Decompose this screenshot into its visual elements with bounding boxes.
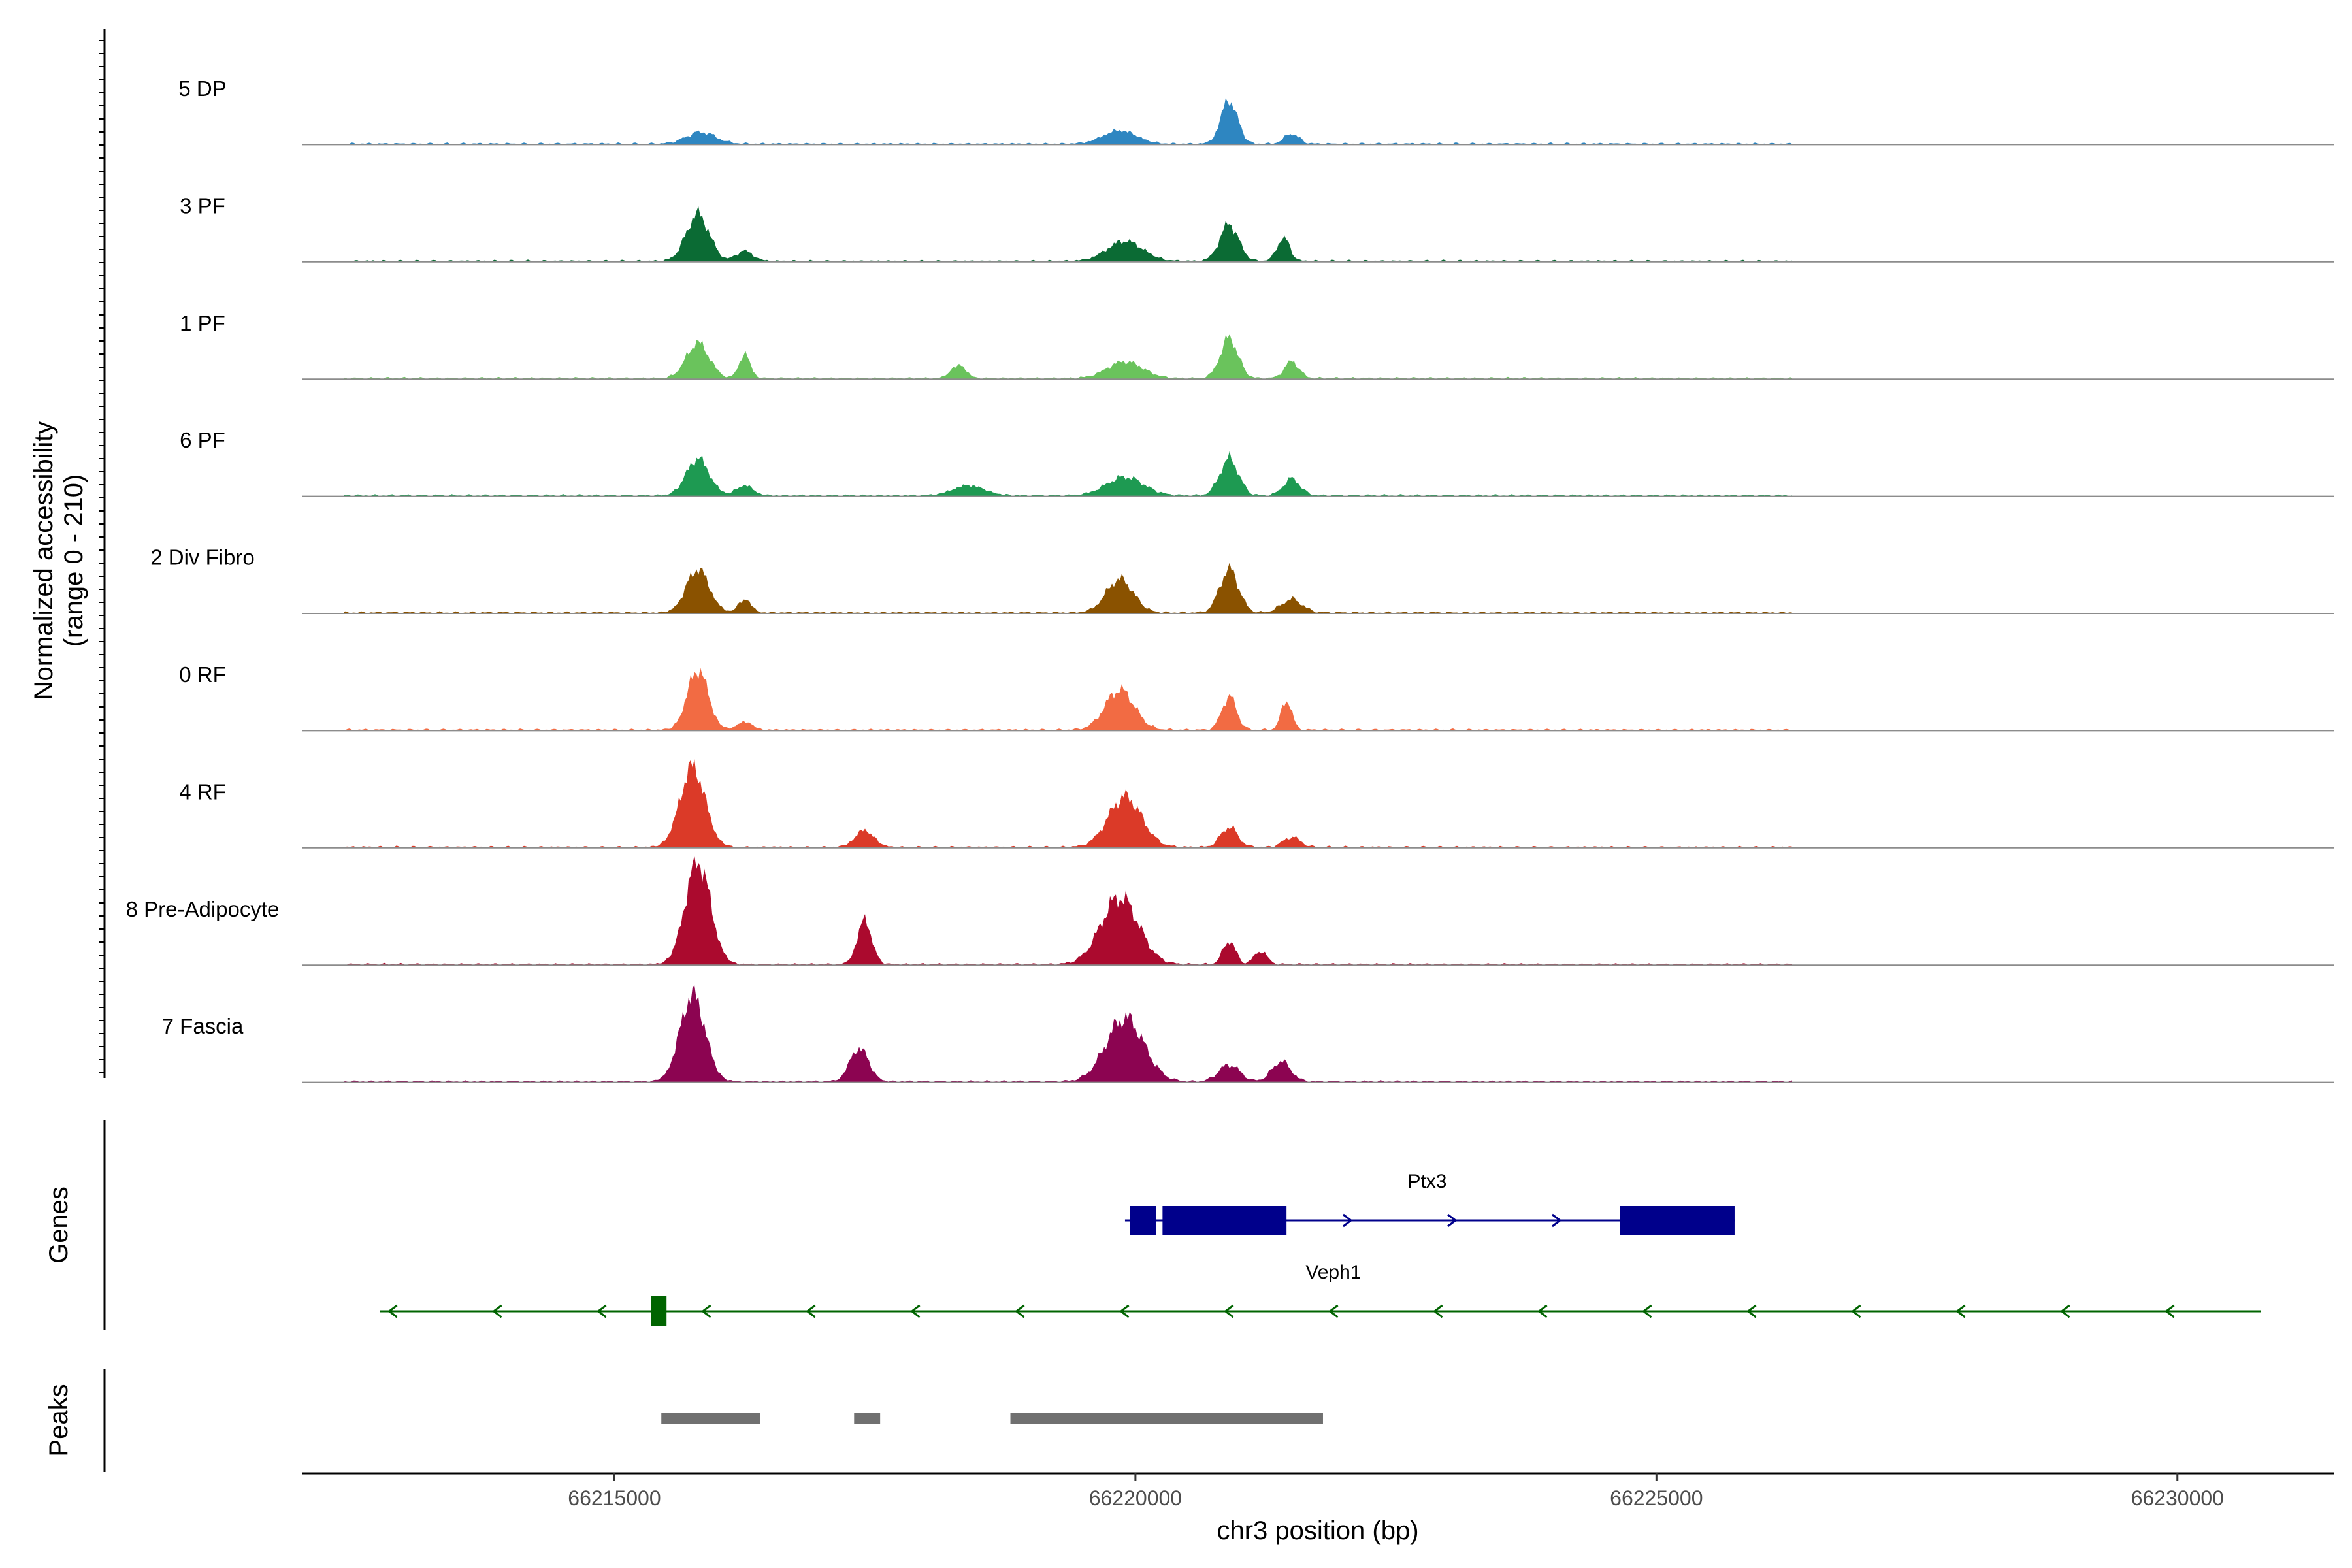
track-label: 5 DP [178,76,226,101]
coverage-track: 3 PF [180,193,2334,263]
track-label: 7 Fascia [162,1014,244,1038]
strand-arrow [1746,1304,1757,1318]
strand-arrow [1642,1304,1652,1318]
coverage-area [344,759,1792,848]
gene-veph1: Veph1 [380,1262,2261,1326]
x-tick-label: 66230000 [2131,1486,2224,1510]
coverage-area [344,667,1792,731]
gene-exon [651,1296,667,1326]
peak-region [854,1413,881,1424]
x-axis: 66215000 66220000 66225000 66230000 [302,1472,2334,1510]
coverage-track: 1 PF [180,311,2334,380]
strand-arrow [1955,1304,1966,1318]
strand-arrow [2060,1304,2070,1318]
strand-arrow [1224,1304,1234,1318]
gene-exon [1620,1206,1735,1235]
x-tick-label: 66215000 [568,1486,661,1510]
peaks-track-label: Peaks [44,1384,73,1456]
coverage-track: 0 RF [179,662,2334,732]
gene-label: Veph1 [1305,1262,1361,1283]
track-label: 1 PF [180,311,225,335]
coverage-area [344,563,1792,613]
coverage-track: 8 Pre-Adipocyte [126,855,2334,966]
track-label: 2 Div Fibro [150,546,255,570]
strand-arrow [492,1304,502,1318]
peak-regions-track: Peaks [44,1369,1323,1472]
strand-arrow [1447,1213,1458,1228]
track-label: 8 Pre-Adipocyte [126,897,280,921]
coverage-y-label-line1: Normalized accessibility [29,421,58,700]
strand-arrow [596,1304,607,1318]
strand-arrow [806,1304,816,1318]
coverage-y-axis [99,29,106,1078]
strand-arrow [1552,1213,1562,1228]
coverage-track: 7 Fascia [162,985,2334,1083]
x-tick-label: 66220000 [1089,1486,1182,1510]
strand-arrow [1433,1304,1443,1318]
gene-label: Ptx3 [1407,1171,1446,1192]
coverage-area [344,451,1792,497]
strand-arrow [1015,1304,1025,1318]
coverage-area [344,334,1792,380]
strand-arrow [910,1304,921,1318]
peak-region [1010,1413,1323,1424]
coverage-y-label-line2: (range 0 - 210) [59,474,88,647]
x-axis-title: chr3 position (bp) [1217,1516,1418,1545]
coverage-area [344,98,1792,145]
strand-arrow [701,1304,711,1318]
coverage-track: 2 Div Fibro [150,546,2334,614]
strand-arrow [1851,1304,1861,1318]
gene-exon [1162,1206,1287,1235]
coverage-track: 6 PF [180,428,2334,497]
coverage-track: 5 DP [178,76,2334,146]
strand-arrow [1343,1213,1353,1228]
gene-ptx3: Ptx3 [1124,1171,1735,1235]
coverage-track: 4 RF [179,759,2334,849]
strand-arrow [387,1304,398,1318]
x-tick-label: 66225000 [1610,1486,1703,1510]
strand-arrow [1328,1304,1339,1318]
strand-arrow [1119,1304,1130,1318]
track-label: 0 RF [179,662,226,687]
strand-arrow [1537,1304,1548,1318]
coverage-area [344,855,1792,966]
coverage-axis-ticks [99,40,105,1073]
gene-annotation-track: Genes Ptx3 Veph1 [44,1120,2261,1330]
coverage-tracks: 5 DP 3 PF 1 PF 6 PF 2 Div Fibro 0 RF 4 RF 8 Pre… [126,76,2334,1083]
strand-arrow [2164,1304,2175,1318]
coverage-area [344,206,1792,262]
track-label: 4 RF [179,779,226,804]
gene-exon [1130,1206,1156,1235]
peak-region [661,1413,760,1424]
coverage-area [344,985,1792,1083]
track-label: 6 PF [180,428,225,452]
track-label: 3 PF [180,193,225,218]
genes-track-label: Genes [44,1186,73,1264]
